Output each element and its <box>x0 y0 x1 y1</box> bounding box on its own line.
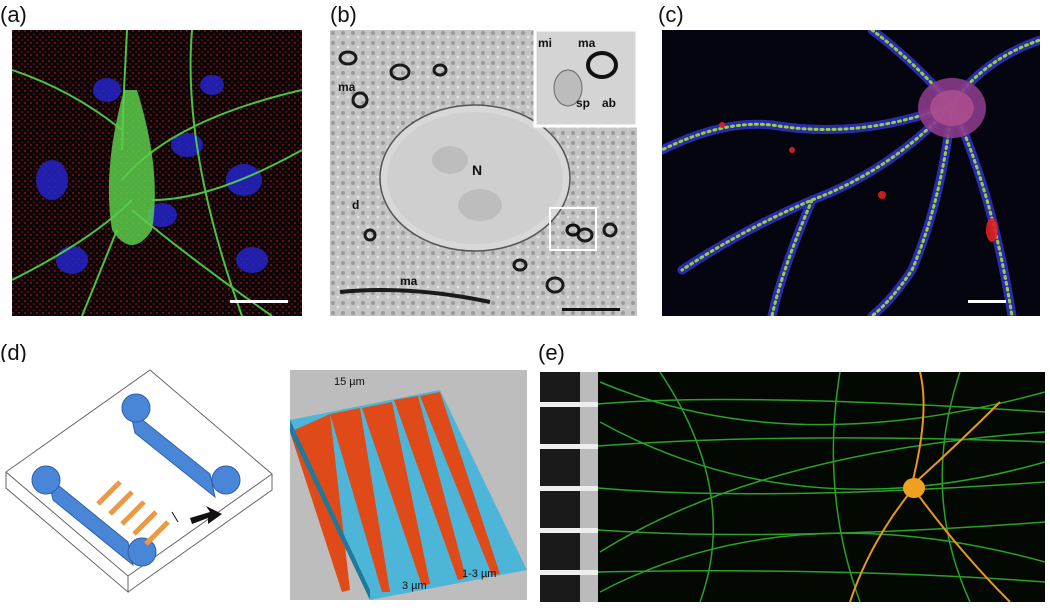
panel-d-channel-render <box>290 390 527 600</box>
panel-d-height-label: 1-3 µm <box>462 568 497 580</box>
panel-b-inset-mi-label: mi <box>538 36 553 50</box>
panel-d-width-top-label: 15 µm <box>334 376 365 388</box>
panel-d-device-schematic <box>0 362 278 602</box>
panel-c-scale-bar <box>968 300 1006 303</box>
panel-b-inset-ma-label: ma <box>578 36 596 50</box>
panel-a-fluorescence <box>12 30 302 316</box>
panel-b-ma-bottom-label: ma <box>400 274 418 288</box>
panel-b-micrograph <box>330 30 637 316</box>
panel-b-dendrite-label: d <box>352 198 360 212</box>
panel-d-width-bottom-label: 3 µm <box>402 580 427 592</box>
panel-label-a: (a) <box>0 2 27 27</box>
panel-c-fluorescence <box>662 30 1040 316</box>
panel-label-d: (d) <box>0 340 27 365</box>
panel-b-image: N ma ma d mi ma sp ab <box>330 30 637 316</box>
panel-a-image <box>12 30 302 316</box>
panel-b-nucleus-label: N <box>472 162 483 178</box>
panel-b-ma-top-label: ma <box>338 80 356 94</box>
panel-b-inset-ab-label: ab <box>602 96 617 110</box>
panel-e-fluorescence <box>540 372 1045 602</box>
panel-label-c: (c) <box>658 2 684 27</box>
panel-b-inset-sp-label: sp <box>576 96 591 110</box>
panel-a-scale-bar <box>230 300 288 303</box>
panel-e-image <box>540 372 1045 602</box>
panel-label-b: (b) <box>330 2 357 27</box>
panel-label-e: (e) <box>538 340 565 365</box>
panel-b-scale-bar <box>562 308 620 311</box>
panel-d-device-drawing <box>5 369 273 594</box>
panel-d-channel-profile: 15 µm 3 µm 1-3 µm <box>290 370 527 600</box>
panel-c-image <box>662 30 1040 316</box>
